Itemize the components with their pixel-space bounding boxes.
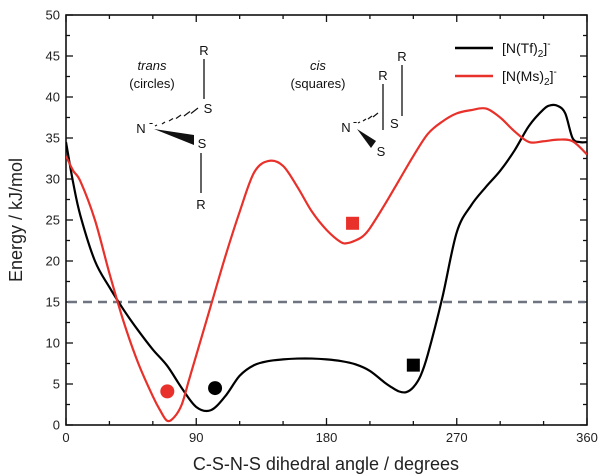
- x-tick-label: 180: [316, 430, 338, 445]
- y-tick-label: 30: [46, 172, 60, 187]
- trans-atom-s-top: S: [204, 101, 213, 116]
- series-line-nms2: [66, 107, 587, 423]
- x-tick-label: 270: [446, 430, 468, 445]
- cis-atom-s-front: S: [377, 144, 386, 159]
- legend-label-nms2: [N(Ms)2]-: [502, 67, 557, 88]
- cis-atom-r-front: R: [378, 68, 387, 83]
- trans-n-charge: -: [149, 115, 153, 130]
- cis-sub-label: (squares): [291, 76, 346, 91]
- cis-structure-annotation: cis (squares) R R S N - S: [291, 49, 407, 159]
- y-tick-label: 5: [53, 377, 60, 392]
- y-tick-label: 25: [46, 213, 60, 228]
- marker-circle-0: [160, 384, 175, 399]
- marker-square-3: [406, 358, 420, 372]
- trans-wedge-bond: [154, 129, 194, 145]
- marker-square-2: [346, 216, 360, 230]
- trans-atom-n: N: [136, 121, 145, 136]
- cis-atom-n: N: [341, 120, 350, 135]
- trans-atom-r-top: R: [199, 43, 208, 58]
- trans-atom-s-bottom: S: [198, 136, 207, 151]
- legend-item-nms2: [N(Ms)2]-: [455, 67, 557, 88]
- cis-wedge-bond: [357, 129, 376, 148]
- x-tick-label: 0: [62, 430, 69, 445]
- x-tick-label: 90: [189, 430, 203, 445]
- trans-hashed-bond: [154, 107, 199, 127]
- y-tick-label: 45: [46, 49, 60, 64]
- cis-n-charge: -: [353, 114, 357, 129]
- x-axis-ticks: 0 90 180 270 360: [62, 15, 598, 445]
- marker-circle-1: [208, 381, 223, 396]
- trans-label: trans: [138, 58, 167, 73]
- legend: [N(Tf)2]- [N(Ms)2]-: [455, 39, 557, 88]
- y-tick-label: 35: [46, 131, 60, 146]
- y-axis-title: Energy / kJ/mol: [6, 158, 26, 282]
- y-tick-label: 15: [46, 295, 60, 310]
- legend-label-ntf2: [N(Tf)2]-: [502, 39, 551, 60]
- series-line-ntf2: [66, 103, 587, 413]
- y-tick-label: 50: [46, 8, 60, 23]
- y-tick-label: 20: [46, 254, 60, 269]
- cis-atom-s-back: S: [390, 116, 399, 131]
- x-axis-title: C-S-N-S dihedral angle / degrees: [193, 454, 459, 474]
- trans-atom-r-bottom: R: [196, 197, 205, 212]
- x-tick-label: 360: [576, 430, 598, 445]
- y-tick-label: 10: [46, 336, 60, 351]
- cis-label: cis: [310, 58, 326, 73]
- y-tick-label: 0: [53, 418, 60, 433]
- y-tick-label: 40: [46, 90, 60, 105]
- legend-item-ntf2: [N(Tf)2]-: [455, 39, 551, 60]
- cis-atom-r-back: R: [397, 49, 406, 64]
- conformer-markers: [160, 216, 420, 399]
- y-axis-ticks: 0 5 10 15 20 25 30 35 40 45 50: [46, 8, 587, 433]
- cis-hashed-bond: [357, 112, 379, 124]
- trans-structure-annotation: trans (circles) R S N - S R: [129, 43, 212, 212]
- trans-sub-label: (circles): [129, 76, 175, 91]
